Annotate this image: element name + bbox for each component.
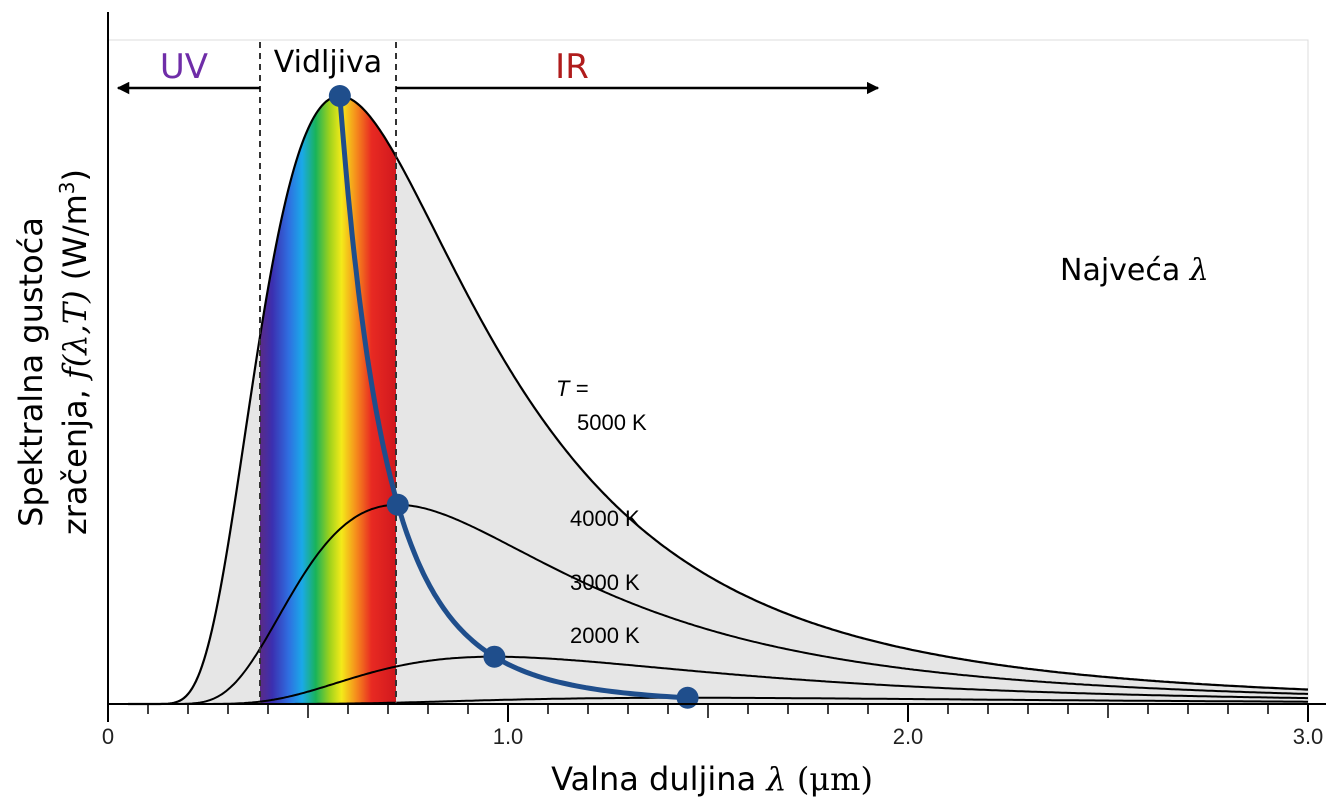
y-axis-label-close: ) [56,169,94,181]
x-tick-label: 1.0 [493,724,524,749]
x-axis-label: Valna duljina λ (μm) [551,760,873,798]
curve-labels: 5000 K 4000 K 3000 K 2000 K [570,410,647,648]
area-under-5000k [128,96,1308,704]
y-axis-label-unit: (W/m [56,194,94,290]
curve-label-5000k: 5000 K [577,410,647,435]
series-line-3000k [128,655,1308,705]
y-axis-label-func: f(λ,T) [56,290,94,381]
curve-label-2000k: 2000 K [570,623,640,648]
series-line-5000k [128,94,1308,706]
y-axis-label-line2: zračenja, f(λ,T) (W/m3) [55,169,94,535]
curve-label-3000k: 3000 K [570,570,640,595]
region-label-visible: Vidljiva [274,45,382,80]
curve-label-prefix: T = [556,376,589,401]
x-axis-label-text: Valna duljina [551,760,766,798]
y-axis-label-prefix: zračenja, [56,379,94,535]
x-tick-label: 2.0 [893,724,924,749]
y-axis-label-exp: 3 [55,181,79,194]
peak-point-5000k [328,85,351,107]
curve-label-4000k: 4000 K [570,506,640,531]
x-tick-label: 0 [102,724,114,749]
x-tick-label: 3.0 [1293,724,1324,749]
region-label-uv: UV [160,47,208,87]
peak-label-text: Najveća [1060,253,1190,288]
series-line-4000k [128,503,1308,705]
peak-wavelength-line [337,95,688,701]
peak-point-4000k [386,493,409,516]
peak-label: Najveća λ [1060,253,1209,288]
x-axis-label-symbol: λ [764,760,786,798]
peak-point-3000k [483,645,506,668]
y-axis-label: Spektralna gustoća zračenja, f(λ,T) (W/m… [12,169,94,535]
x-axis-label-unit: (μm) [787,760,873,798]
peak-point-2000k [676,686,699,709]
region-label-ir: IR [555,47,589,87]
x-tick-labels: 0 1.0 2.0 3.0 [102,724,1323,749]
peak-label-symbol: λ [1189,253,1209,288]
y-axis-label-line1: Spektralna gustoća [12,217,50,527]
x-ticks [107,704,1309,722]
